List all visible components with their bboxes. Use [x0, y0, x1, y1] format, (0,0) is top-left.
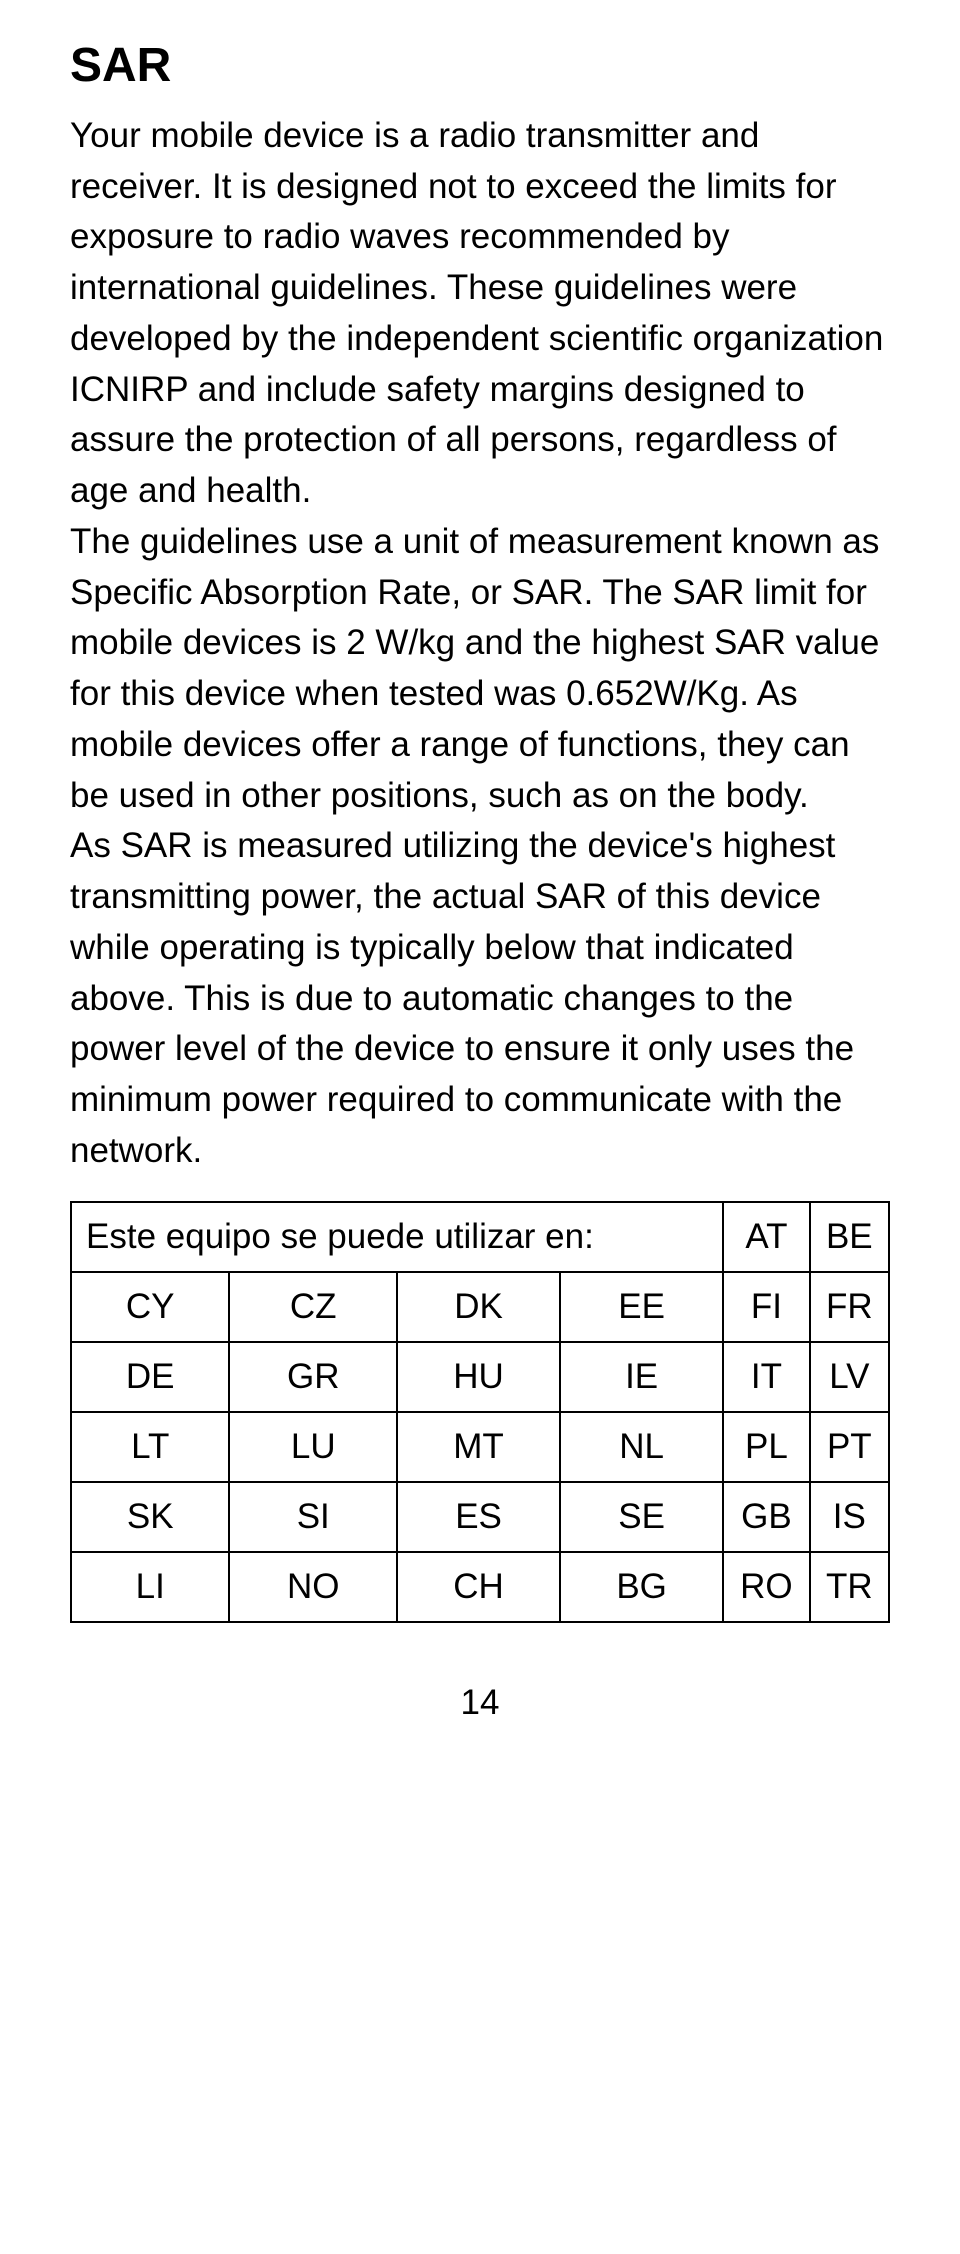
paragraph: As SAR is measured utilizing the device'…	[70, 821, 890, 1176]
table-row: CY CZ DK EE FI FR	[71, 1272, 889, 1342]
table-cell: AT	[723, 1202, 809, 1272]
table-cell: EE	[560, 1272, 723, 1342]
table-row: DE GR HU IE IT LV	[71, 1342, 889, 1412]
page-title: SAR	[70, 40, 890, 93]
table-cell: MT	[397, 1412, 560, 1482]
document-page: SAR Your mobile device is a radio transm…	[0, 0, 960, 1753]
table-cell: NL	[560, 1412, 723, 1482]
page-number: 14	[70, 1683, 890, 1723]
table-row: LI NO CH BG RO TR	[71, 1552, 889, 1622]
table-cell: IS	[810, 1482, 889, 1552]
table-cell: BE	[810, 1202, 889, 1272]
table-cell: IE	[560, 1342, 723, 1412]
table-cell: LI	[71, 1552, 229, 1622]
table-cell: ES	[397, 1482, 560, 1552]
table-cell: CH	[397, 1552, 560, 1622]
table-header-cell: Este equipo se puede utilizar en:	[71, 1202, 723, 1272]
table-cell: FR	[810, 1272, 889, 1342]
table-cell: SK	[71, 1482, 229, 1552]
paragraph: The guidelines use a unit of measurement…	[70, 517, 890, 822]
table-cell: LT	[71, 1412, 229, 1482]
table-row: LT LU MT NL PL PT	[71, 1412, 889, 1482]
table-cell: FI	[723, 1272, 809, 1342]
table-cell: BG	[560, 1552, 723, 1622]
table-cell: DE	[71, 1342, 229, 1412]
table-cell: PL	[723, 1412, 809, 1482]
table-row: SK SI ES SE GB IS	[71, 1482, 889, 1552]
table-cell: TR	[810, 1552, 889, 1622]
table-cell: SE	[560, 1482, 723, 1552]
table-cell: RO	[723, 1552, 809, 1622]
paragraph: Your mobile device is a radio transmitte…	[70, 111, 890, 517]
table-cell: GB	[723, 1482, 809, 1552]
table-cell: HU	[397, 1342, 560, 1412]
table-cell: DK	[397, 1272, 560, 1342]
countries-table: Este equipo se puede utilizar en: AT BE …	[70, 1201, 890, 1623]
table-cell: CY	[71, 1272, 229, 1342]
table-row: Este equipo se puede utilizar en: AT BE	[71, 1202, 889, 1272]
table-cell: PT	[810, 1412, 889, 1482]
table-cell: LV	[810, 1342, 889, 1412]
table-cell: GR	[229, 1342, 397, 1412]
table-cell: CZ	[229, 1272, 397, 1342]
table-cell: LU	[229, 1412, 397, 1482]
table-cell: SI	[229, 1482, 397, 1552]
table-cell: NO	[229, 1552, 397, 1622]
body-text: Your mobile device is a radio transmitte…	[70, 111, 890, 1177]
table-cell: IT	[723, 1342, 809, 1412]
